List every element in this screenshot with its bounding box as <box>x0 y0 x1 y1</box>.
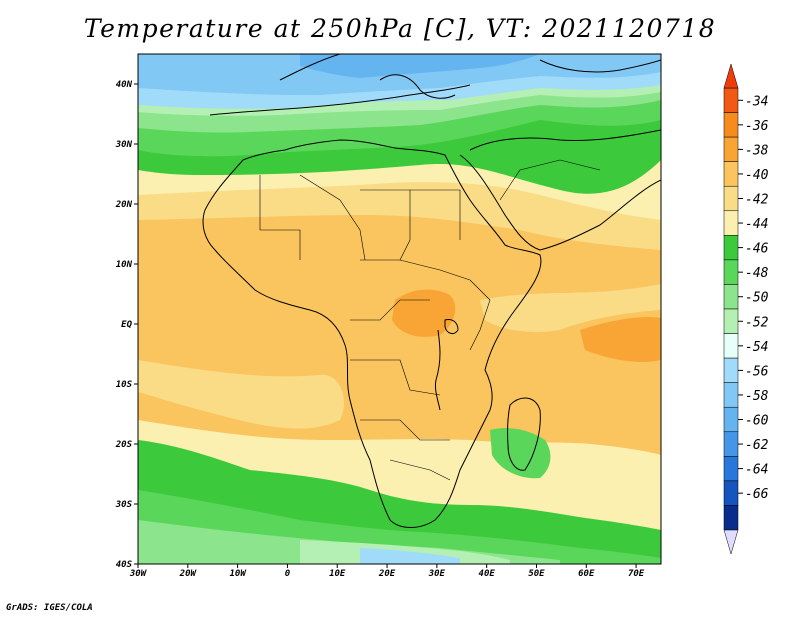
field-warm-core-central-africa <box>392 289 456 337</box>
colorbar-swatch <box>723 382 739 408</box>
x-tick-label: 0 <box>285 569 291 579</box>
x-tick-label: 30E <box>428 569 446 579</box>
colorbar-label: -66 <box>745 487 769 502</box>
y-tick-label: 30S <box>115 500 133 510</box>
colorbar-label: -64 <box>745 463 768 478</box>
colorbar-swatch <box>723 357 739 383</box>
country-borders <box>259 159 601 481</box>
border-angola-zambia <box>350 359 441 396</box>
colorbar-swatch <box>723 333 739 359</box>
y-tick-label: 10N <box>116 260 133 270</box>
colorbar: -34 -36 -38 -40 -42 -44 -46 -48 -50 -52 -54 -56 -58 -… <box>723 63 769 555</box>
colorbar-label: -48 <box>745 266 769 281</box>
border-mali <box>259 175 301 260</box>
colorbar-swatch <box>723 161 739 187</box>
map-title: Temperature at 250hPa [C], VT: 202112071… <box>83 14 717 43</box>
border-congo <box>350 299 430 321</box>
border-sahel <box>360 259 471 281</box>
y-tick-label: 40S <box>116 560 133 570</box>
x-tick-label: 60E <box>578 569 595 579</box>
field-band-minus-58-north <box>300 54 540 78</box>
colorbar-label: -62 <box>745 438 769 453</box>
x-axis-ticks: 30W 20W 10W 0 10E 20E 30E 40E 50E 60E 70E <box>129 564 645 579</box>
border-egypt-sudan <box>410 189 461 240</box>
y-tick-label: 20N <box>115 200 133 210</box>
colorbar-label: -60 <box>745 414 769 429</box>
colorbar-swatch <box>723 505 739 531</box>
border-arabia <box>499 159 601 201</box>
colorbar-bottom-arrow <box>723 529 739 555</box>
colorbar-label: -58 <box>745 389 769 404</box>
colorbar-label: -42 <box>745 193 769 208</box>
colorbar-swatch <box>723 87 739 113</box>
arabian-peninsula-coastline <box>459 154 661 251</box>
colorbar-label: -54 <box>745 340 768 355</box>
colorbar-label: -40 <box>745 168 769 183</box>
colorbar-label: -34 <box>745 94 768 109</box>
map-frame <box>137 53 662 565</box>
colorbar-swatch <box>723 284 739 310</box>
field-warm-core-indian-ocean <box>580 317 661 362</box>
africa-coastline <box>202 139 542 528</box>
x-tick-label: 20W <box>179 569 198 579</box>
y-axis-ticks: 40N 30N 20N 10N EQ 10S 20S 30S 40S <box>115 80 138 570</box>
x-tick-label: 10W <box>229 569 247 579</box>
colorbar-swatch <box>723 456 739 482</box>
colorbar-swatch <box>723 259 739 285</box>
lake-victoria <box>444 319 459 335</box>
x-tick-label: 20E <box>378 569 396 579</box>
colorbar-swatch <box>723 112 739 138</box>
grads-credit: GrADS: IGES/COLA <box>6 603 93 613</box>
border-niger <box>299 174 366 261</box>
border-south-africa <box>389 459 451 481</box>
y-tick-label: 10S <box>116 380 133 390</box>
field-band-minus-54-south <box>360 548 460 564</box>
field-band-minus-56-north <box>138 54 661 96</box>
x-tick-label: 10E <box>329 569 346 579</box>
europe-coastline <box>209 84 471 116</box>
y-tick-label: EQ <box>121 320 132 330</box>
x-tick-label: 40E <box>479 569 496 579</box>
colorbar-swatch <box>723 210 739 236</box>
field-cool-patch-madagascar <box>490 428 551 479</box>
middle-east-coastline <box>469 129 661 151</box>
colorbar-label: -36 <box>745 119 769 134</box>
colorbar-label: -44 <box>745 217 768 232</box>
border-east-africa <box>469 279 491 351</box>
rift-lakes <box>435 329 441 411</box>
caspian-region <box>539 59 661 73</box>
colorbar-swatch <box>723 136 739 162</box>
border-namibia-botswana <box>360 419 450 441</box>
colorbar-label: -50 <box>745 291 769 306</box>
x-tick-label: 50E <box>528 569 545 579</box>
y-tick-label: 20S <box>115 440 133 450</box>
iberia-coastline <box>279 54 341 81</box>
colorbar-swatch <box>723 431 739 457</box>
coastlines <box>202 54 661 528</box>
madagascar-coastline <box>507 397 541 471</box>
mediterranean-islands <box>379 74 456 99</box>
colorbar-label: -38 <box>745 143 769 158</box>
y-tick-label: 40N <box>116 80 133 90</box>
x-tick-label: 30W <box>129 569 148 579</box>
colorbar-label: -56 <box>745 364 769 379</box>
colorbar-swatch <box>723 406 739 433</box>
colorbar-label: -52 <box>745 315 769 330</box>
temperature-field <box>138 54 661 564</box>
colorbar-swatch <box>723 185 739 212</box>
colorbar-top-arrow <box>723 63 739 89</box>
colorbar-swatch <box>723 235 739 261</box>
colorbar-swatch <box>723 480 739 506</box>
field-band-minus-42-south-atlantic <box>138 360 344 429</box>
border-libya-chad <box>360 189 411 261</box>
colorbar-swatch <box>723 308 739 334</box>
x-tick-label: 70E <box>628 569 645 579</box>
y-tick-label: 30N <box>115 140 133 150</box>
colorbar-label: -46 <box>745 242 769 257</box>
